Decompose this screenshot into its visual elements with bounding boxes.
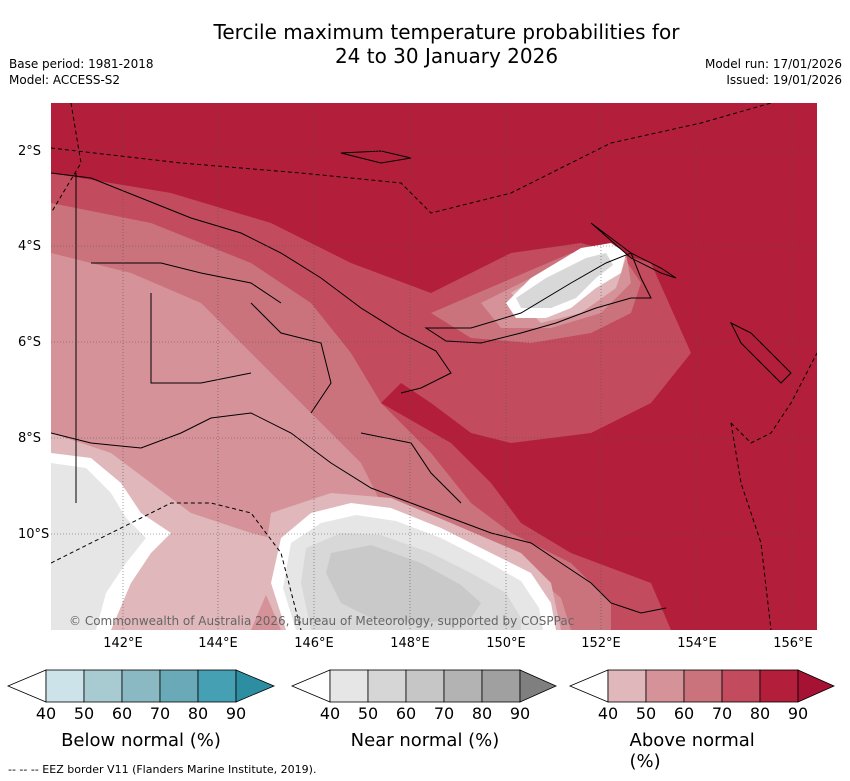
colorbar-near-swatch-40-50 [329,669,369,703]
colorbar-below-swatch-40-50 [45,669,85,703]
graticule [51,103,817,630]
cbar-below-tick-60: 60 [111,704,133,723]
map-copyright: © Commonwealth of Australia 2026, Bureau… [69,614,574,628]
cbar-below-tick-40: 40 [35,704,57,723]
region-near-40-50-east [516,253,613,308]
title-line-2: 24 to 30 January 2026 [334,44,559,68]
coastline-layer [51,150,792,614]
lon-label-152e: 152°E [581,636,621,651]
lat-label-2s: 2°S [18,144,42,159]
cbar-below-tick-90: 90 [225,704,247,723]
lon-label-144e: 144°E [198,636,238,651]
eez-line-north [51,103,772,214]
eez-borders [51,103,817,630]
colorbar-above-swatch-80-90 [759,669,799,703]
provincial-border-1 [91,262,282,304]
meta-right: Model run: 17/01/2026 Issued: 19/01/2026 [705,56,842,88]
coastline-new-britain [424,252,652,344]
lon-label-142e: 142°E [103,636,143,651]
colorbar-near-swatch-over [519,669,557,703]
colorbar-above-swatch-under [568,669,609,703]
coastline-new-guinea-north [51,172,452,394]
lat-label-10s: 10°S [18,527,50,542]
lon-label-154e: 154°E [677,636,717,651]
region-near-40-50-west [51,463,146,630]
cbar-below-tick-70: 70 [149,704,171,723]
base-period: Base period: 1981-2018 [9,57,154,71]
colorbar-above-swatch-70-80 [721,669,761,703]
cbar-above-tick-90: 90 [787,704,809,723]
issued-date: Issued: 19/01/2026 [726,73,842,87]
colorbar-above-swatch-40-50 [607,669,647,703]
cbar-below-tick-80: 80 [187,704,209,723]
cbar-near-tick-50: 50 [357,704,379,723]
probability-map: © Commonwealth of Australia 2026, Bureau… [51,103,817,630]
lon-label-148e: 148°E [390,636,430,651]
colorbar-below-swatch-under [6,669,47,703]
model-name: Model: ACCESS-S2 [9,73,121,87]
model-run: Model run: 17/01/2026 [704,57,842,71]
lat-label-6s: 6°S [18,335,42,350]
colorbar-below-swatch-80-90 [197,669,237,703]
colorbar-near-swatch-under [290,669,331,703]
lat-label-4s: 4°S [18,239,42,254]
colorbar-below-swatch-60-70 [121,669,161,703]
colorbar-near-normal [290,669,557,703]
region-near-60-70-south [326,545,481,623]
colorbar-below-swatch-over [235,669,276,703]
cbar-above-tick-40: 40 [597,704,619,723]
provincial-border-3 [250,302,332,414]
provincial-border-2 [150,293,252,384]
title-line-1: Tercile maximum temperature probabilitie… [213,20,680,44]
cbar-above-tick-70: 70 [711,704,733,723]
colorbar-below-swatch-50-60 [83,669,123,703]
colorbar-above-swatch-over [797,669,835,703]
colorbar-near-swatch-50-60 [367,669,407,703]
coastline-new-guinea-south [51,412,667,614]
colorbar-above-normal [568,669,835,703]
cbar-near-tick-40: 40 [319,704,341,723]
lon-label-156e: 156°E [773,636,813,651]
cbar-below-tick-50: 50 [73,704,95,723]
provincial-border-4 [360,432,462,504]
lon-label-146e: 146°E [294,636,334,651]
colorbar-below-normal [6,669,276,703]
cbar-above-tick-50: 50 [635,704,657,723]
lon-label-150e: 150°E [486,636,526,651]
colorbar-below-swatch-70-80 [159,669,199,703]
cbar-near-tick-80: 80 [471,704,493,723]
eez-line-east [730,352,817,444]
colorbar-near-swatch-60-70 [405,669,445,703]
colorbar-above-swatch-60-70 [683,669,723,703]
coastline-new-ireland [590,222,677,279]
colorbar-near-swatch-70-80 [443,669,483,703]
eez-footnote: -- -- -- EEZ border V11 (Flanders Marine… [8,763,317,776]
chart-title: Tercile maximum temperature probabilitie… [0,20,850,68]
colorbar-label-below: Below normal (%) [61,730,221,751]
lat-label-8s: 8°S [18,431,42,446]
colorbar-above-swatch-50-60 [645,669,685,703]
cbar-near-tick-70: 70 [433,704,455,723]
cbar-above-tick-80: 80 [749,704,771,723]
eez-line-southeast [730,422,772,630]
colorbars [6,669,835,703]
cbar-above-tick-60: 60 [673,704,695,723]
cbar-near-tick-60: 60 [395,704,417,723]
colorbar-near-swatch-80-90 [481,669,521,703]
meta-left: Base period: 1981-2018 Model: ACCESS-S2 [9,56,154,88]
colorbar-label-near: Near normal (%) [350,730,500,751]
coastline-bougainville [729,321,792,384]
colorbar-label-above: Above normal (%) [629,730,755,772]
coastline-manus [340,150,412,164]
eez-line-west [51,103,82,214]
cbar-near-tick-90: 90 [509,704,531,723]
